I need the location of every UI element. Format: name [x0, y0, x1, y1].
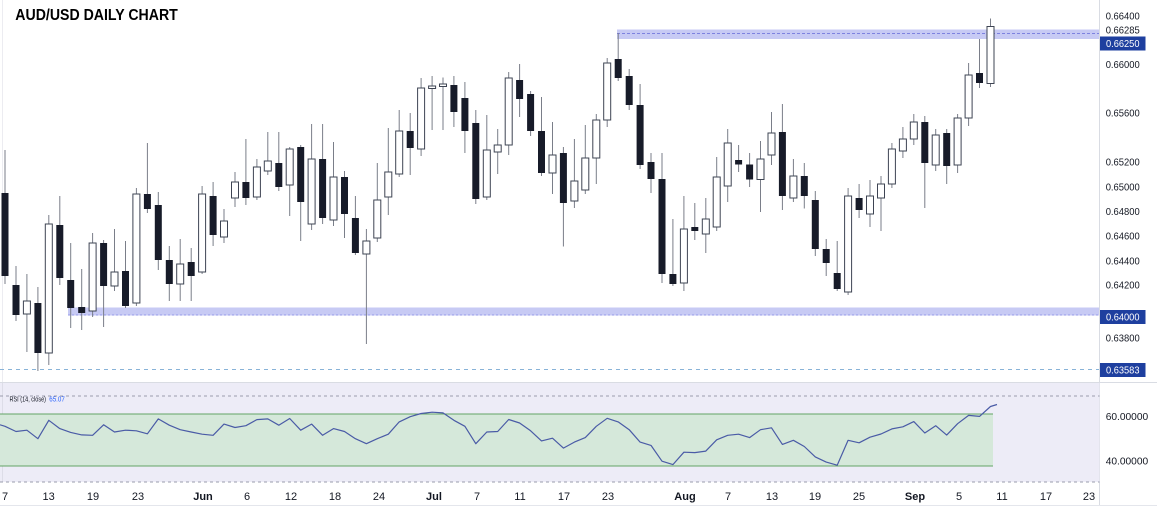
svg-text:AUD/USD DAILY CHART: AUD/USD DAILY CHART — [15, 7, 178, 24]
svg-text:0.64000: 0.64000 — [1106, 313, 1140, 324]
svg-text:0.66285: 0.66285 — [1106, 26, 1140, 37]
svg-text:0.63583: 0.63583 — [1106, 366, 1140, 377]
svg-text:6: 6 — [244, 491, 250, 503]
svg-text:18: 18 — [329, 491, 341, 503]
svg-text:23: 23 — [132, 491, 144, 503]
svg-text:11: 11 — [514, 491, 525, 503]
svg-text:17: 17 — [558, 491, 570, 503]
svg-text:0.66400: 0.66400 — [1106, 12, 1140, 23]
svg-text:0.65200: 0.65200 — [1106, 158, 1140, 169]
svg-text:Jul: Jul — [426, 491, 442, 503]
svg-text:0.64600: 0.64600 — [1106, 232, 1140, 243]
svg-text:Jun: Jun — [193, 491, 213, 503]
svg-text:11: 11 — [996, 491, 1007, 503]
svg-text:RSI (14, close): RSI (14, close) — [10, 394, 47, 403]
svg-text:60.00000: 60.00000 — [1106, 412, 1149, 423]
svg-text:Sep: Sep — [905, 491, 925, 503]
svg-text:12: 12 — [285, 491, 297, 503]
svg-text:0.64200: 0.64200 — [1106, 281, 1140, 292]
svg-text:25: 25 — [853, 491, 865, 503]
svg-text:7: 7 — [725, 491, 731, 503]
svg-text:0.65600: 0.65600 — [1106, 109, 1140, 120]
svg-text:17: 17 — [1040, 491, 1052, 503]
svg-text:0.66250: 0.66250 — [1106, 39, 1140, 50]
svg-text:7: 7 — [474, 491, 480, 503]
svg-text:23: 23 — [602, 491, 614, 503]
svg-text:19: 19 — [87, 491, 99, 503]
svg-text:13: 13 — [42, 491, 54, 503]
svg-text:40.00000: 40.00000 — [1106, 457, 1149, 468]
svg-text:0.65000: 0.65000 — [1106, 183, 1140, 194]
svg-text:5: 5 — [956, 491, 962, 503]
svg-text:19: 19 — [809, 491, 821, 503]
svg-text:0.63800: 0.63800 — [1106, 334, 1140, 345]
svg-text:65.07: 65.07 — [49, 394, 65, 403]
svg-text:7: 7 — [2, 491, 8, 503]
svg-text:0.66000: 0.66000 — [1106, 60, 1140, 71]
svg-text:23: 23 — [1083, 491, 1095, 503]
svg-text:Aug: Aug — [674, 491, 695, 503]
svg-text:24: 24 — [373, 491, 385, 503]
svg-text:13: 13 — [766, 491, 778, 503]
svg-text:0.64800: 0.64800 — [1106, 207, 1140, 218]
svg-text:0.64400: 0.64400 — [1106, 257, 1140, 268]
